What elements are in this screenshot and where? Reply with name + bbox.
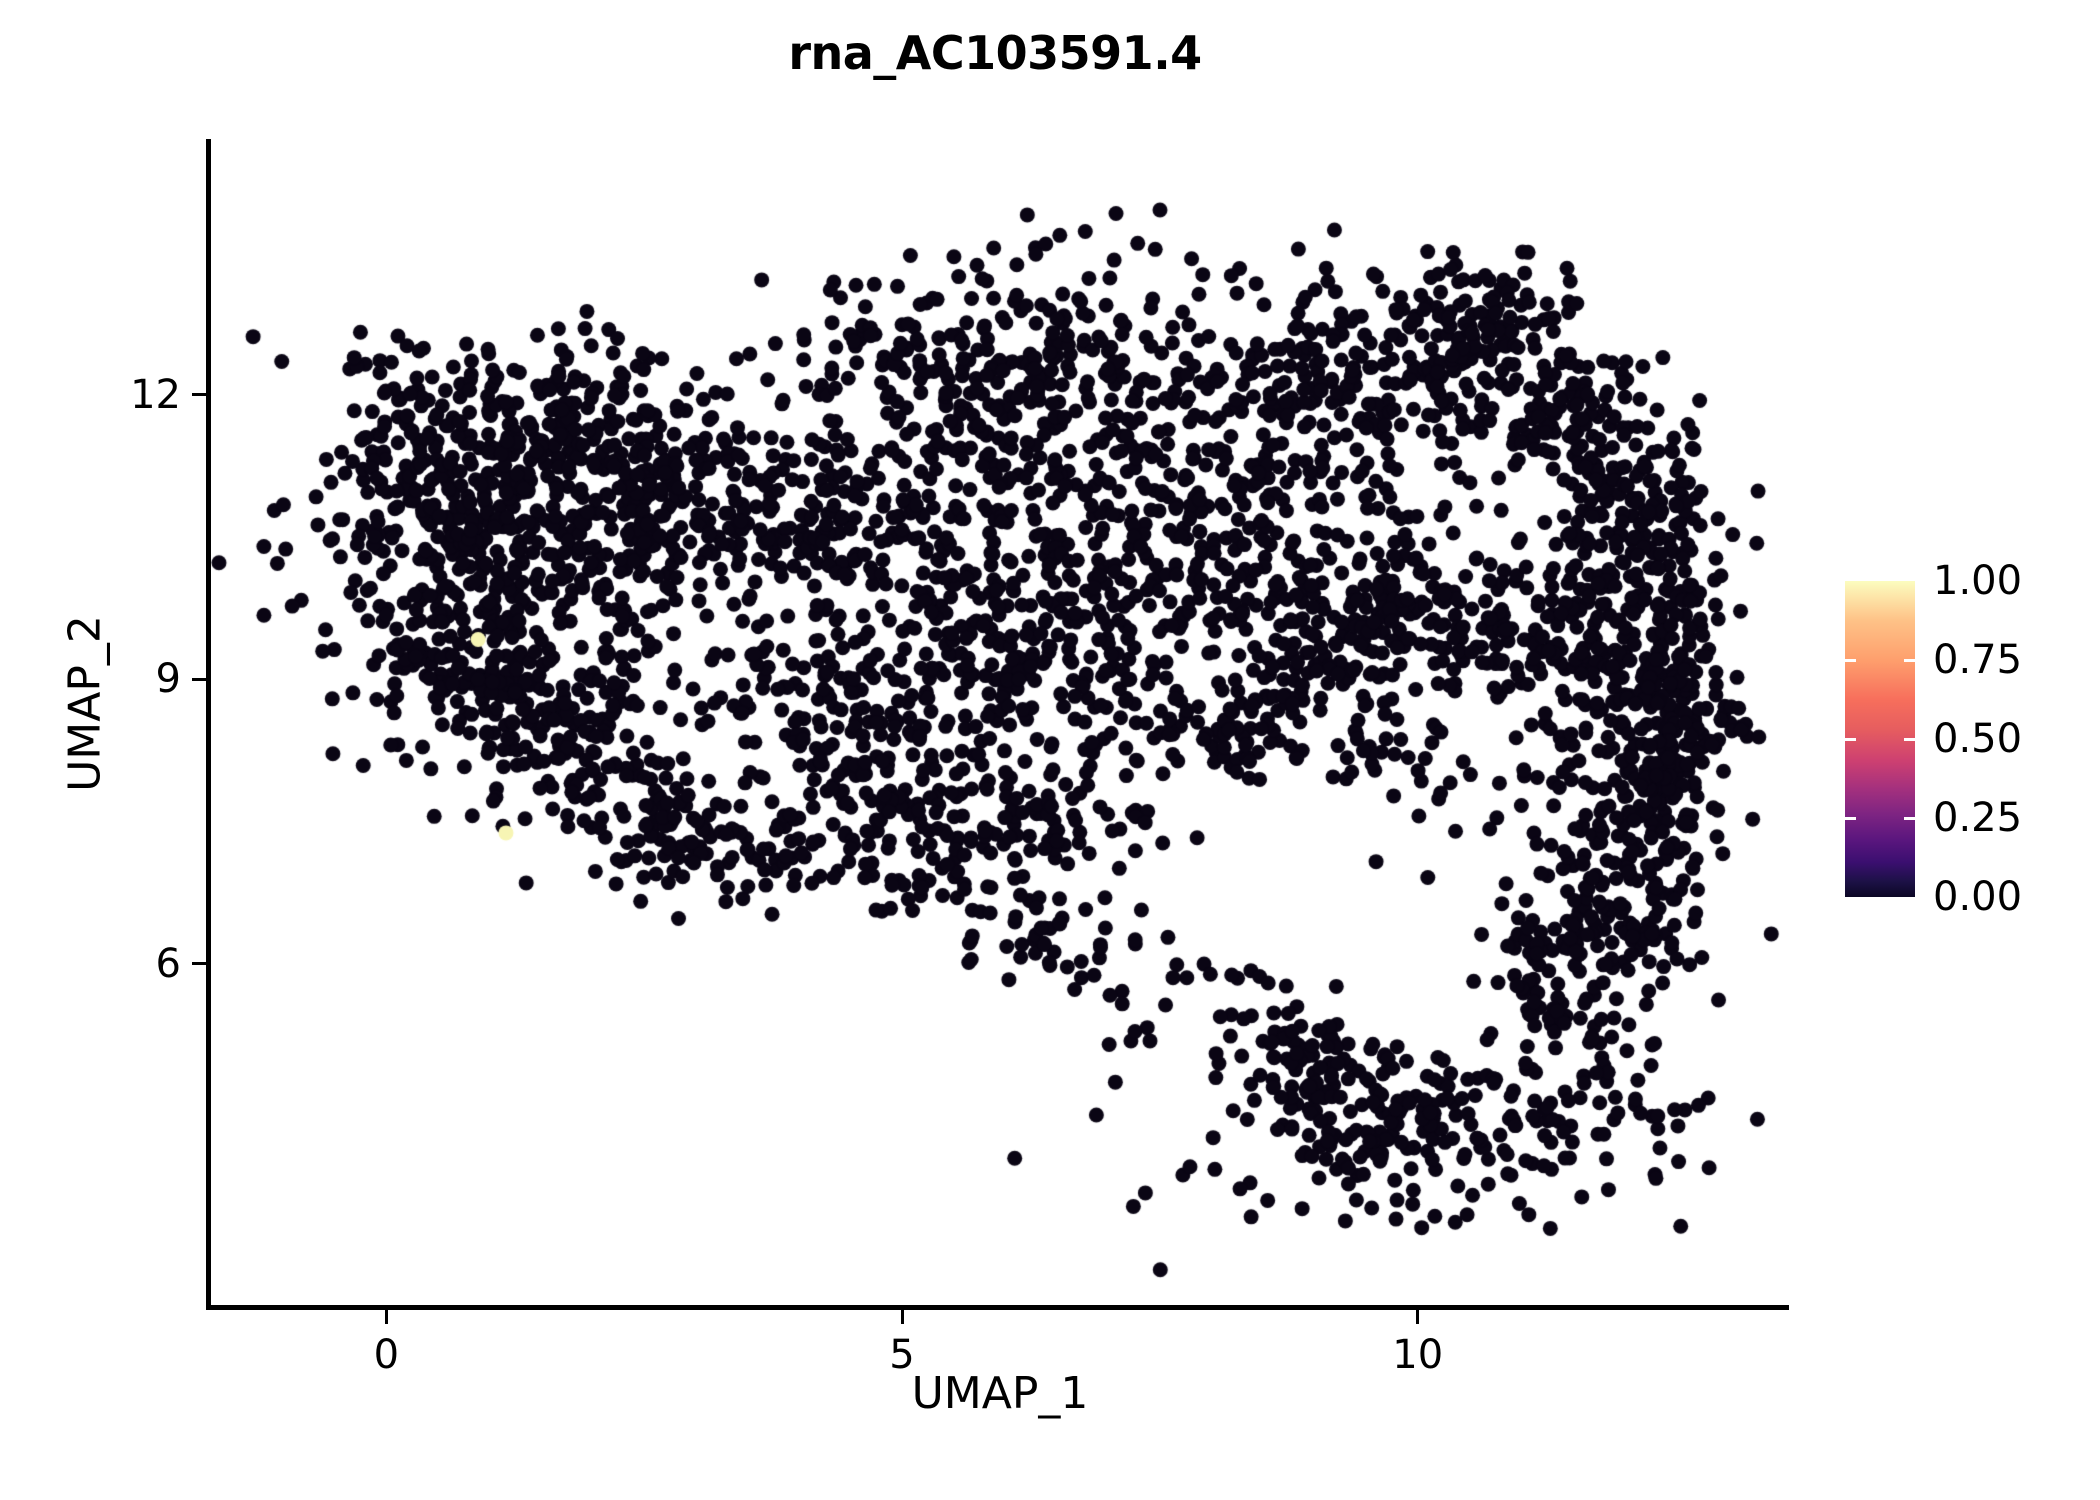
x-axis-spine xyxy=(206,1305,1789,1310)
x-tick-mark xyxy=(384,1310,388,1324)
x-axis-label: UMAP_1 xyxy=(911,1368,1089,1419)
colorbar-tick-label: 0.50 xyxy=(1933,716,2023,762)
y-tick-label: 9 xyxy=(155,656,181,703)
colorbar-tick-label: 0.75 xyxy=(1933,637,2023,683)
scatter-points-layer xyxy=(211,139,1789,1305)
y-axis-spine xyxy=(206,139,211,1310)
x-tick-label: 5 xyxy=(889,1332,915,1378)
colorbar-tick-label: 1.00 xyxy=(1933,558,2023,604)
colorbar-tick-mark xyxy=(1904,658,1915,662)
colorbar-tick-mark xyxy=(1845,658,1856,662)
page-title: rna_AC103591.4 xyxy=(788,26,1202,80)
x-tick-label: 10 xyxy=(1392,1332,1444,1378)
colorbar-tick-mark xyxy=(1904,816,1915,820)
plot-axes: 0 5 10 6 9 12 xyxy=(130,139,1789,1378)
colorbar-gradient xyxy=(1845,581,1915,897)
colorbar-tick-mark xyxy=(1845,737,1856,741)
y-tick-label: 6 xyxy=(155,940,181,987)
colorbar-tick-label: 0.25 xyxy=(1933,795,2023,841)
y-tick-mark xyxy=(192,677,206,681)
y-axis-label: UMAP_2 xyxy=(59,615,111,792)
colorbar-tick-mark xyxy=(1904,737,1915,741)
colorbar-tick-label: 0.00 xyxy=(1933,874,2023,920)
y-tick-mark xyxy=(192,962,206,966)
colorbar-tick-mark xyxy=(1845,816,1856,820)
x-tick-mark xyxy=(1416,1310,1420,1324)
y-tick-label: 12 xyxy=(130,371,181,418)
y-tick-mark xyxy=(192,393,206,397)
x-tick-mark xyxy=(900,1310,904,1324)
x-tick-label: 0 xyxy=(373,1332,400,1378)
